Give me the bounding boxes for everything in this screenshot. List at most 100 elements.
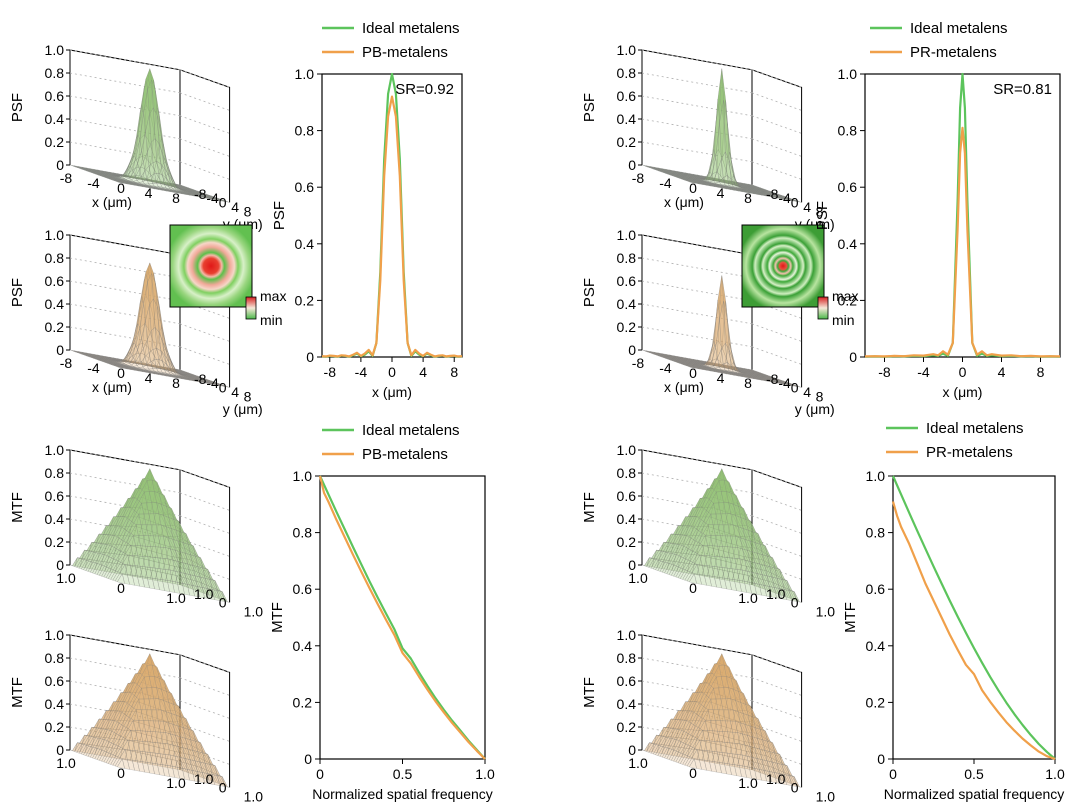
- y-tick-label: 0.2: [838, 292, 858, 308]
- z-tick-label: 0.6: [617, 88, 637, 104]
- y-tick-label: 1.0: [293, 468, 313, 484]
- z-tick-label: 0.6: [45, 673, 65, 689]
- y-tick-label: 0.2: [295, 292, 315, 308]
- y-axis-label: PSF: [271, 201, 288, 230]
- x-tick-label: 0: [388, 364, 396, 380]
- box-edge: [641, 49, 753, 185]
- grid-line: [751, 161, 802, 180]
- plot-frame: [864, 73, 1061, 358]
- grid-line: [641, 257, 753, 279]
- y-tick-label: 0.4: [295, 236, 315, 252]
- z-tick-label: 1.0: [617, 442, 637, 458]
- grid-line: [641, 303, 753, 325]
- x-tick-label: 0: [689, 580, 697, 596]
- z-tick-label: 0.8: [45, 65, 65, 81]
- z-tick-label: 0.2: [45, 134, 65, 150]
- z-tick-label: 0.6: [45, 488, 65, 504]
- y-tick-label: 0: [219, 380, 227, 396]
- y-tick-label: 4: [231, 199, 239, 215]
- grid-line: [69, 472, 181, 494]
- legend-label: PB-metalens: [362, 44, 448, 61]
- inset-heatmap: [169, 224, 253, 308]
- y-tick-label: -4: [778, 375, 791, 391]
- grid-line: [751, 138, 802, 157]
- x-axis-label: x (μm): [92, 379, 132, 395]
- z-tick-label: 0.2: [617, 319, 637, 335]
- x-tick-label: 0: [959, 364, 967, 380]
- y-tick-label: 0.4: [293, 638, 313, 654]
- z-tick-label: 0.8: [45, 465, 65, 481]
- z-tick-label: 0.2: [617, 134, 637, 150]
- z-axis-label: PSF: [9, 278, 26, 307]
- y-tick-label: 0.8: [295, 123, 315, 139]
- x-tick-label: 4: [998, 364, 1006, 380]
- y-axis-label: MTF: [269, 602, 286, 633]
- grid-line: [69, 280, 181, 302]
- x-axis-label: x (μm): [664, 194, 704, 210]
- z-tick-label: 0.6: [45, 88, 65, 104]
- box-edge: [641, 234, 753, 370]
- legend-label: PB-metalens: [362, 446, 448, 463]
- grid-line: [179, 346, 230, 365]
- y-tick-label: 1.0: [194, 586, 214, 602]
- y-tick-label: 1.0: [295, 66, 315, 82]
- box-edge: [751, 69, 803, 203]
- y-tick-label: 0.6: [295, 179, 315, 195]
- y-tick-label: 0: [304, 751, 312, 767]
- z-tick-label: 1.0: [617, 227, 637, 243]
- grid-line: [641, 472, 753, 494]
- x-tick-label: 4: [419, 364, 427, 380]
- grid-line: [69, 141, 181, 163]
- z-tick-label: 1.0: [45, 627, 65, 643]
- grid-line: [69, 234, 181, 256]
- x-tick-label: -4: [659, 175, 672, 191]
- x-tick-label: -8: [632, 355, 645, 371]
- x-tick-label: 8: [172, 190, 180, 206]
- y-tick-label: 0: [306, 349, 314, 365]
- series-line-metalens: [321, 95, 463, 358]
- z-tick-label: 0.8: [617, 250, 637, 266]
- grid-line: [69, 449, 181, 471]
- grid-line: [641, 657, 753, 679]
- grid-line: [179, 69, 230, 88]
- x-tick-label: -8: [60, 355, 73, 371]
- z-tick-label: 1.0: [617, 42, 637, 58]
- grid-line: [751, 346, 802, 365]
- plot-frame: [319, 475, 486, 760]
- z-tick-label: 0.4: [45, 111, 65, 127]
- grid-line: [641, 326, 753, 348]
- colorbar-label-min: min: [832, 312, 855, 328]
- z-tick-label: 0.4: [45, 511, 65, 527]
- grid-line: [179, 700, 230, 719]
- grid-line: [179, 115, 230, 134]
- y-tick-label: 0: [849, 349, 857, 365]
- grid-line: [179, 92, 230, 111]
- y-tick-label: 0.8: [838, 123, 858, 139]
- x-tick-label: 1.0: [166, 590, 186, 606]
- legend-label: PR-metalens: [910, 44, 997, 61]
- y-tick-label: 0: [219, 595, 227, 611]
- y-tick-label: -8: [194, 186, 207, 202]
- grid-line: [179, 515, 230, 534]
- x-tick-label: 1.0: [56, 755, 76, 771]
- y-tick-label: 4: [803, 384, 811, 400]
- grid-line: [641, 118, 753, 140]
- grid-line: [751, 323, 802, 342]
- z-tick-label: 0.4: [617, 296, 637, 312]
- grid-line: [69, 303, 181, 325]
- z-axis-label: PSF: [9, 93, 26, 122]
- x-axis-label: Normalized spatial frequency: [312, 786, 493, 802]
- x-tick-label: 1.0: [628, 570, 648, 586]
- grid-line: [751, 700, 802, 719]
- y-tick-label: 0: [791, 380, 799, 396]
- grid-line: [751, 677, 802, 696]
- grid-line: [179, 323, 230, 342]
- grid-line: [641, 449, 753, 471]
- series-line-ideal: [319, 475, 486, 760]
- z-tick-label: 0.2: [45, 719, 65, 735]
